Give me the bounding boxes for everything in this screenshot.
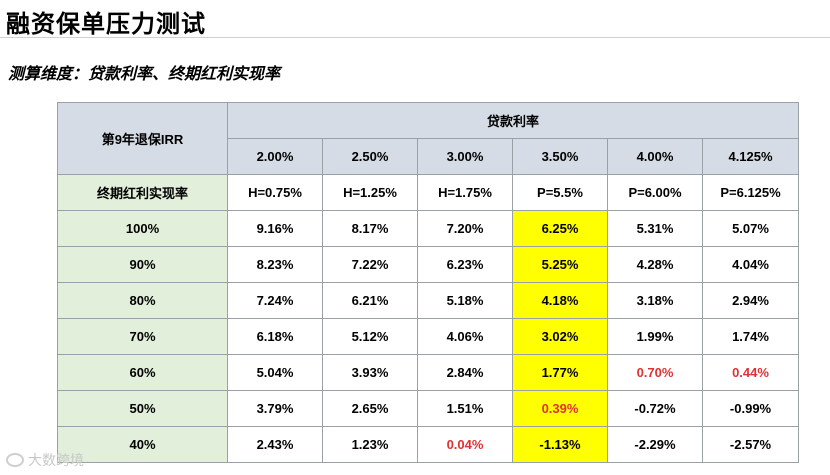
row-group-label: 终期红利实现率 <box>57 174 228 211</box>
rate-header-cell: 2.50% <box>322 138 418 175</box>
irr-value-cell: 1.77% <box>512 354 608 391</box>
table-corner-label: 第9年退保IRR <box>57 102 228 175</box>
irr-value-cell: -0.99% <box>701 390 800 427</box>
page-subtitle: 测算维度：贷款利率、终期红利实现率 <box>8 66 281 83</box>
rate-header-row: 2.00% 2.50% 3.00% 3.50% 4.00% 4.125% <box>58 138 800 175</box>
table-row: 60% 5.04% 3.93% 2.84% 1.77% 0.70% 0.44% <box>57 354 800 391</box>
irr-value-cell: -2.57% <box>701 426 800 463</box>
irr-value-cell: 3.93% <box>322 354 418 391</box>
irr-value-cell: -2.29% <box>607 426 703 463</box>
row-label-cell: 60% <box>57 354 228 391</box>
irr-value-cell: 6.21% <box>322 282 418 319</box>
irr-value-cell: -0.72% <box>607 390 703 427</box>
irr-value-cell: 3.79% <box>227 390 323 427</box>
rate-header-cell: 4.125% <box>701 138 800 175</box>
irr-value-cell: 0.70% <box>607 354 703 391</box>
dividend-header-row: 终期红利实现率 H=0.75% H=1.25% H=1.75% P=5.5% P=6.0… <box>57 174 800 211</box>
table-row: 70% 6.18% 5.12% 4.06% 3.02% 1.99% 1.74% <box>57 318 800 355</box>
irr-value-cell: 8.17% <box>322 210 418 247</box>
rate-header-cell: 2.00% <box>227 138 323 175</box>
irr-value-cell: 4.06% <box>417 318 513 355</box>
dividend-header-cell: P=6.125% <box>701 174 800 211</box>
irr-value-cell: 1.74% <box>701 318 800 355</box>
irr-value-cell: 7.24% <box>227 282 323 319</box>
irr-value-cell: 4.18% <box>512 282 608 319</box>
irr-value-cell: 1.51% <box>417 390 513 427</box>
irr-value-cell: 5.18% <box>417 282 513 319</box>
irr-value-cell: 1.23% <box>322 426 418 463</box>
irr-value-cell: 6.18% <box>227 318 323 355</box>
table-row: 40% 2.43% 1.23% 0.04% -1.13% -2.29% -2.57% <box>57 426 800 463</box>
irr-value-cell: 7.22% <box>322 246 418 283</box>
irr-value-cell: 0.04% <box>417 426 513 463</box>
irr-value-cell: 3.02% <box>512 318 608 355</box>
irr-value-cell: 2.65% <box>322 390 418 427</box>
row-label-cell: 40% <box>57 426 228 463</box>
table-row: 50% 3.79% 2.65% 1.51% 0.39% -0.72% -0.99% <box>57 390 800 427</box>
irr-value-cell: 5.12% <box>322 318 418 355</box>
row-label-cell: 50% <box>57 390 228 427</box>
irr-value-cell: 4.04% <box>701 246 800 283</box>
irr-value-cell: 0.44% <box>701 354 800 391</box>
irr-value-cell: 9.16% <box>227 210 323 247</box>
irr-value-cell: 5.04% <box>227 354 323 391</box>
rate-header-cell: 3.00% <box>417 138 513 175</box>
rate-header-cell: 4.00% <box>607 138 703 175</box>
row-label-cell: 90% <box>57 246 228 283</box>
dividend-header-cell: P=6.00% <box>607 174 703 211</box>
row-label-cell: 80% <box>57 282 228 319</box>
irr-value-cell: -1.13% <box>512 426 608 463</box>
table-row: 100% 9.16% 8.17% 7.20% 6.25% 5.31% 5.07% <box>57 210 800 247</box>
table-row: 80% 7.24% 6.21% 5.18% 4.18% 3.18% 2.94% <box>57 282 800 319</box>
dividend-header-cell: H=1.75% <box>417 174 513 211</box>
irr-value-cell: 8.23% <box>227 246 323 283</box>
irr-value-cell: 3.18% <box>607 282 703 319</box>
dividend-header-cell: P=5.5% <box>512 174 608 211</box>
irr-value-cell: 5.07% <box>701 210 800 247</box>
table-row: 90% 8.23% 7.22% 6.23% 5.25% 4.28% 4.04% <box>57 246 800 283</box>
dividend-header-cell: H=1.25% <box>322 174 418 211</box>
irr-value-cell: 1.99% <box>607 318 703 355</box>
watermark: 大数跨境 <box>6 450 84 470</box>
irr-stress-table: 第9年退保IRR 贷款利率 2.00% 2.50% 3.00% 3.50% 4.00% 4… <box>57 102 800 463</box>
irr-value-cell: 2.84% <box>417 354 513 391</box>
irr-value-cell: 6.23% <box>417 246 513 283</box>
column-group-label: 贷款利率 <box>226 102 800 139</box>
dividend-header-cell: H=0.75% <box>227 174 323 211</box>
title-divider <box>0 37 830 38</box>
rate-header-cell: 3.50% <box>512 138 608 175</box>
irr-value-cell: 0.39% <box>512 390 608 427</box>
irr-value-cell: 5.31% <box>607 210 703 247</box>
row-label-cell: 100% <box>57 210 228 247</box>
irr-value-cell: 2.94% <box>701 282 800 319</box>
irr-value-cell: 4.28% <box>607 246 703 283</box>
irr-value-cell: 2.43% <box>227 426 323 463</box>
row-label-cell: 70% <box>57 318 228 355</box>
watermark-text: 大数跨境 <box>28 452 84 468</box>
irr-value-cell: 6.25% <box>512 210 608 247</box>
watermark-logo-icon <box>6 453 24 467</box>
page-title: 融资保单压力测试 <box>6 11 206 38</box>
irr-value-cell: 7.20% <box>417 210 513 247</box>
irr-value-cell: 5.25% <box>512 246 608 283</box>
